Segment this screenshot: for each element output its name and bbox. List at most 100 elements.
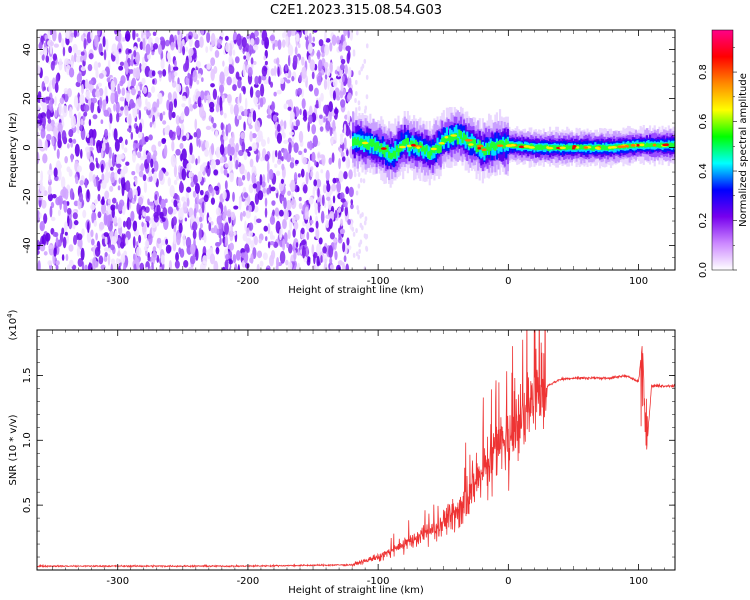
spectrogram-cell: [172, 231, 177, 245]
spectrogram-cell: [248, 204, 252, 213]
spectrogram-cell: [44, 34, 48, 40]
spectrogram-cell: [335, 35, 340, 45]
spectrogram-cell: [193, 131, 198, 138]
colorbar-tick-label: 0.6: [698, 114, 709, 130]
spectrogram-cell: [209, 253, 216, 265]
spectrogram-cell: [146, 154, 151, 164]
spectrogram-cell: [570, 145, 573, 151]
spectrogram-cell: [245, 210, 251, 219]
spectrogram-cell: [43, 42, 47, 48]
spectrogram-cell: [320, 210, 325, 224]
spectrogram-cell: [175, 252, 179, 262]
spectrogram-cell: [461, 137, 464, 144]
spectrogram-cell: [308, 55, 311, 64]
spectrogram-cell: [158, 43, 162, 55]
spectrogram-cell: [284, 30, 287, 37]
spectrogram-cell: [308, 32, 312, 45]
spectrogram-cell: [372, 140, 375, 155]
spectrogram-cell: [378, 145, 381, 153]
spectrogram-cell: [405, 138, 408, 145]
spectrogram-cell: [464, 137, 467, 149]
spectrogram-cell: [104, 251, 108, 257]
spectrogram-cell: [248, 222, 254, 231]
spectrogram-cell: [329, 264, 335, 270]
spectrogram-cell: [323, 61, 329, 69]
spectrogram-cell: [80, 247, 85, 261]
spectrogram-cell: [380, 143, 383, 152]
spectrogram-cell: [356, 205, 359, 211]
spectrogram-cell: [647, 143, 650, 147]
spectrogram-cell: [272, 42, 275, 51]
spectrogram-cell: [366, 142, 369, 150]
spectrogram-cell: [290, 157, 295, 163]
spectrogram-cell: [54, 231, 59, 238]
spectrogram-cell: [502, 140, 505, 149]
y-tick-label: 0: [22, 144, 33, 150]
spectrogram-cell: [210, 197, 216, 205]
spectrogram-cell: [98, 255, 104, 265]
spectrogram-cell: [241, 37, 247, 48]
spectrogram-cell: [492, 141, 495, 150]
spectrogram-cell: [392, 150, 395, 157]
spectrogram-cell: [256, 263, 260, 270]
spectrogram-cell: [132, 30, 136, 41]
spectrogram-cell: [107, 173, 111, 178]
spectrogram-cell: [243, 151, 248, 161]
spectrogram-cell: [64, 30, 70, 39]
spectrogram-cell: [148, 134, 153, 141]
spectrogram-cell: [293, 172, 298, 183]
spectrogram-cell: [41, 53, 45, 61]
spectrogram-cell: [355, 190, 359, 196]
spectrogram-cell: [369, 138, 372, 147]
spectrogram-cell: [39, 51, 44, 56]
spectrogram-cell: [280, 178, 285, 184]
spectrogram-cell: [57, 209, 61, 217]
spectrogram-cell: [325, 219, 330, 229]
spectrogram-cell: [195, 158, 198, 166]
spectrogram-cell: [145, 43, 151, 55]
spectrogram-cell: [53, 167, 58, 178]
spectrogram-cell: [58, 32, 62, 44]
spectrogram-cell: [308, 84, 314, 92]
spectrogram-cell: [97, 82, 103, 87]
spectrogram-cell: [282, 218, 287, 230]
spectrogram-cell: [55, 264, 59, 270]
spectrogram-cell: [165, 244, 172, 254]
spectrogram-cell: [117, 217, 122, 229]
spectrogram-cell: [37, 249, 40, 256]
spectrogram-cell: [320, 92, 324, 102]
spectrogram-cell: [167, 177, 172, 187]
spectrogram-cell: [253, 44, 259, 51]
spectrogram-cell: [497, 141, 500, 148]
spectrogram-cell: [219, 156, 225, 164]
spectrogram-cell: [223, 168, 228, 176]
spectrogram-cell: [310, 170, 314, 178]
snr-ticks: -300 -200 -100 0 100 0.5 1.0 1.5: [22, 330, 675, 587]
spectrogram-cell: [307, 257, 311, 263]
spectrogram-cell: [73, 95, 79, 109]
spectrogram-cell: [37, 210, 41, 223]
spectrogram-cell: [327, 68, 331, 77]
spectrogram-cell: [250, 38, 255, 46]
spectrogram-cell: [68, 106, 73, 119]
spectrogram-cell: [260, 83, 265, 97]
spectrogram-cell: [63, 200, 68, 213]
spectrogram-cell: [176, 83, 182, 93]
spectrogram-cell: [542, 145, 545, 150]
spectrogram-cell: [534, 145, 538, 151]
spectrogram-cell: [422, 145, 425, 159]
spectrogram-cell: [119, 199, 125, 208]
spectrogram-cell: [265, 267, 270, 270]
spectrogram-peak: [528, 146, 535, 149]
spectrogram-cell: [279, 120, 285, 127]
spectrogram-cell: [339, 55, 344, 61]
spectrogram-cell: [350, 199, 354, 205]
spectrogram-cell: [135, 66, 141, 80]
spectrogram-cell: [197, 73, 202, 79]
spectrogram-cell: [204, 140, 210, 149]
spectrogram-cell: [302, 156, 308, 165]
spectrogram-cell: [198, 138, 201, 148]
spectrogram-cell: [243, 192, 249, 198]
spectrogram-peak: [477, 146, 482, 150]
x-tick-label: -100: [367, 576, 390, 587]
